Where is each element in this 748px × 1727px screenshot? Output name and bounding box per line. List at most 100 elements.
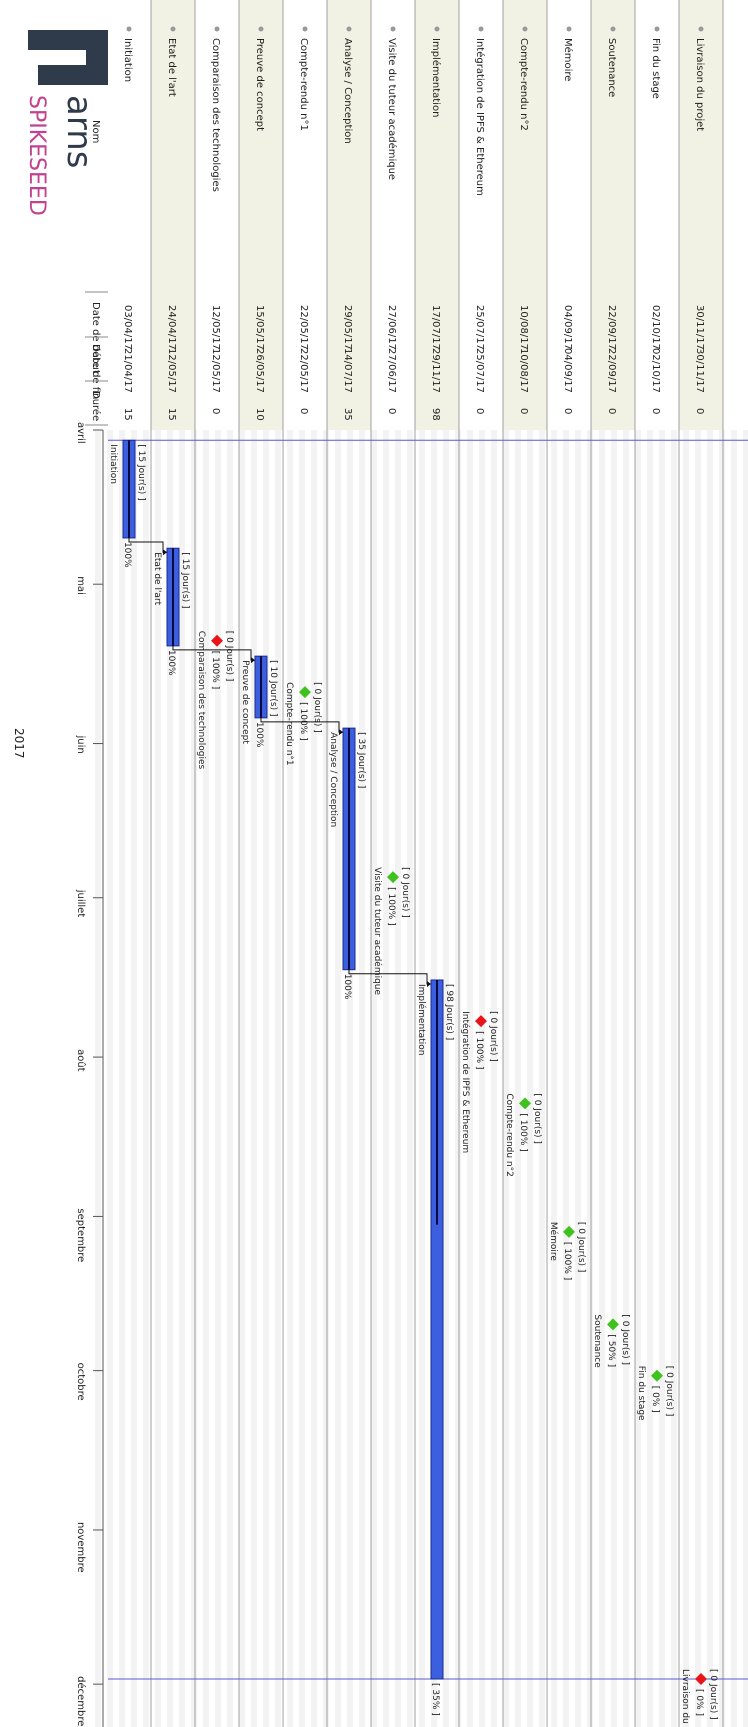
- bar-label: Analyse / Conception: [328, 732, 338, 827]
- task-progress: [436, 979, 438, 1225]
- task-end: 30/11/17: [694, 348, 705, 393]
- task-duration: 0: [694, 408, 705, 414]
- timeline-stripe: [395, 430, 401, 1727]
- milestone-percent: [ 0% ]: [694, 1689, 704, 1716]
- timeline-stripe: [623, 430, 629, 1727]
- task-name: Livraison du projet: [694, 38, 705, 131]
- timeline-stripe: [251, 430, 257, 1727]
- timeline-stripe: [407, 430, 413, 1727]
- row-bullet: [522, 26, 528, 32]
- row-bullet: [170, 26, 176, 32]
- task-duration: 98: [430, 408, 441, 421]
- milestone-percent: [ 100% ]: [474, 1031, 484, 1069]
- timeline-stripe: [467, 430, 473, 1727]
- row-bullet: [610, 26, 616, 32]
- year-label: 2017: [12, 728, 26, 759]
- milestone-label: Soutenance: [592, 1314, 602, 1368]
- timeline-stripe: [599, 430, 605, 1727]
- task-name: Compte-rendu n°2: [518, 38, 529, 131]
- timeline-stripe: [575, 430, 581, 1727]
- task-start: 30/11/17: [694, 305, 705, 350]
- milestone-diamond: [211, 634, 223, 647]
- timeline-stripe: [527, 430, 533, 1727]
- task-start: 12/05/17: [210, 305, 221, 350]
- row-bullet: [346, 26, 352, 32]
- timeline-stripe: [479, 430, 485, 1727]
- timeline-stripe: [203, 430, 209, 1727]
- milestone-days: [ 0 Jour(s) ]: [532, 1093, 542, 1144]
- timeline-stripe: [695, 430, 701, 1727]
- milestone-diamond: [695, 1673, 707, 1686]
- month-label: septembre: [75, 1208, 86, 1262]
- timeline-stripe: [311, 430, 317, 1727]
- timeline-stripe: [563, 430, 569, 1727]
- dependency-arrowhead: [251, 657, 255, 664]
- task-end: 12/05/17: [166, 348, 177, 393]
- bar-percent: 100%: [122, 542, 132, 568]
- task-name: Implémentation: [430, 38, 442, 117]
- task-start: 03/04/17: [122, 305, 133, 350]
- timeline-stripe: [155, 430, 161, 1727]
- row-bullet: [434, 26, 440, 32]
- task-end: 21/04/17: [122, 348, 133, 393]
- task-duration: 35: [342, 408, 353, 421]
- timeline-stripe: [119, 430, 125, 1727]
- month-label: mai: [75, 576, 86, 595]
- row-bullet: [654, 26, 660, 32]
- timeline-stripe: [443, 430, 449, 1727]
- task-end: 12/05/17: [210, 348, 221, 393]
- timeline-stripe: [455, 430, 461, 1727]
- month-label: août: [75, 1049, 87, 1072]
- task-name: Initiation: [122, 38, 133, 82]
- milestone-days: [ 0 Jour(s) ]: [488, 1011, 498, 1062]
- logo-text-bottom: SPIKESEED: [24, 95, 49, 216]
- timeline-stripe: [359, 430, 365, 1727]
- bar-days: [ 15 Jour(s) ]: [180, 552, 190, 608]
- logo-mark: [28, 30, 108, 50]
- milestone-days: [ 0 Jour(s) ]: [312, 682, 322, 733]
- bar-percent: 100%: [254, 722, 264, 748]
- timeline-stripe: [275, 430, 281, 1727]
- table-row-stripe: [503, 0, 547, 430]
- month-label: décembre: [75, 1676, 87, 1726]
- dependency-arrowhead: [339, 729, 343, 736]
- timeline-stripe: [383, 430, 389, 1727]
- timeline-stripe: [299, 430, 305, 1727]
- table-row-stripe: [415, 0, 459, 430]
- milestone-diamond: [387, 871, 399, 884]
- bar-label: Etat de l'art: [152, 552, 162, 605]
- milestone-diamond: [475, 1015, 487, 1028]
- task-end: 22/09/17: [606, 348, 617, 393]
- task-start: 22/09/17: [606, 305, 617, 350]
- milestone-days: [ 0 Jour(s) ]: [576, 1222, 586, 1273]
- row-bullet: [698, 26, 704, 32]
- timeline-stripe: [503, 430, 509, 1727]
- task-start: 24/04/17: [166, 305, 177, 350]
- timeline-stripe: [227, 430, 233, 1727]
- task-end: 22/05/17: [298, 348, 309, 393]
- milestone-diamond: [519, 1097, 531, 1110]
- task-name: Intégration de IPFS & Ethereum: [474, 38, 486, 196]
- milestone-percent: [ 100% ]: [562, 1242, 572, 1280]
- task-name: Compte-rendu n°1: [298, 38, 309, 131]
- task-duration: 0: [518, 408, 529, 414]
- task-end: 27/06/17: [386, 348, 397, 393]
- bar-percent: [ 35% ]: [430, 1683, 440, 1716]
- row-bullet: [478, 26, 484, 32]
- milestone-days: [ 0 Jour(s) ]: [400, 867, 410, 918]
- bar-percent: 100%: [342, 974, 352, 1000]
- task-end: 14/07/17: [342, 348, 353, 393]
- timeline-stripe: [587, 430, 593, 1727]
- row-bullet: [126, 26, 132, 32]
- timeline-stripe: [287, 430, 293, 1727]
- timeline-stripe: [539, 430, 545, 1727]
- task-duration: 15: [166, 408, 177, 421]
- bar-label: Initiation: [108, 444, 118, 484]
- timeline-stripe: [491, 430, 497, 1727]
- bar-days: [ 98 Jour(s) ]: [444, 984, 454, 1040]
- milestone-percent: [ 100% ]: [386, 887, 396, 925]
- task-end: 26/05/17: [254, 348, 265, 393]
- bar-label: Implémentation: [416, 984, 427, 1055]
